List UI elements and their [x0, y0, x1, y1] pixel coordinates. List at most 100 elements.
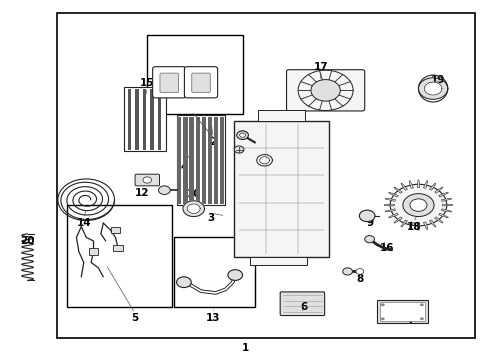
- Text: 7: 7: [408, 315, 415, 325]
- Text: 4: 4: [180, 162, 188, 172]
- Bar: [177, 117, 181, 204]
- Bar: [196, 117, 200, 204]
- Circle shape: [381, 303, 385, 306]
- Polygon shape: [429, 220, 436, 227]
- FancyBboxPatch shape: [153, 67, 186, 98]
- Circle shape: [234, 146, 244, 153]
- FancyBboxPatch shape: [135, 174, 159, 186]
- Polygon shape: [401, 183, 408, 190]
- Polygon shape: [441, 209, 452, 212]
- Polygon shape: [183, 201, 204, 217]
- Circle shape: [390, 184, 447, 226]
- Text: 3: 3: [207, 213, 215, 222]
- Circle shape: [237, 131, 248, 139]
- Bar: [214, 117, 218, 204]
- Polygon shape: [423, 181, 428, 188]
- Polygon shape: [423, 222, 428, 229]
- Polygon shape: [429, 183, 436, 190]
- Bar: [176, 116, 225, 205]
- Text: 15: 15: [140, 78, 154, 88]
- Polygon shape: [389, 192, 398, 197]
- Bar: [124, 87, 166, 151]
- Text: 5: 5: [131, 313, 139, 323]
- Bar: [174, 237, 255, 307]
- FancyBboxPatch shape: [287, 70, 365, 111]
- Bar: [234, 121, 329, 257]
- Bar: [113, 245, 123, 251]
- Polygon shape: [401, 220, 408, 227]
- Circle shape: [176, 277, 191, 288]
- Bar: [258, 110, 305, 121]
- Polygon shape: [409, 222, 414, 229]
- Bar: [190, 117, 194, 204]
- Text: 12: 12: [135, 188, 149, 198]
- Text: 18: 18: [406, 222, 421, 231]
- Bar: [135, 89, 139, 149]
- Polygon shape: [257, 154, 272, 166]
- FancyBboxPatch shape: [184, 67, 218, 98]
- Polygon shape: [435, 217, 443, 223]
- Polygon shape: [417, 180, 420, 188]
- Circle shape: [359, 210, 375, 222]
- Bar: [208, 117, 212, 204]
- Bar: [128, 89, 131, 149]
- Polygon shape: [418, 78, 448, 99]
- Bar: [89, 248, 98, 255]
- Bar: [183, 117, 188, 204]
- Bar: [220, 117, 224, 204]
- Bar: [111, 227, 121, 233]
- Text: 1: 1: [242, 343, 248, 353]
- Circle shape: [403, 194, 434, 217]
- Circle shape: [365, 235, 374, 243]
- Text: 8: 8: [356, 274, 364, 284]
- Polygon shape: [394, 217, 402, 223]
- Bar: [67, 205, 172, 307]
- Polygon shape: [439, 213, 448, 218]
- Text: 11: 11: [250, 144, 265, 154]
- FancyBboxPatch shape: [160, 73, 178, 93]
- Circle shape: [159, 186, 170, 194]
- Circle shape: [420, 303, 424, 306]
- Text: 9: 9: [366, 218, 373, 228]
- Circle shape: [311, 80, 340, 101]
- Text: 13: 13: [206, 313, 220, 323]
- Polygon shape: [409, 181, 414, 188]
- Bar: [150, 89, 154, 149]
- Circle shape: [240, 133, 245, 137]
- Circle shape: [228, 270, 243, 280]
- Bar: [158, 89, 161, 149]
- Text: 10: 10: [187, 189, 201, 199]
- Circle shape: [343, 268, 352, 275]
- Polygon shape: [439, 192, 448, 197]
- FancyBboxPatch shape: [280, 292, 325, 316]
- Bar: [380, 302, 425, 321]
- Bar: [250, 257, 307, 265]
- Text: 16: 16: [379, 243, 394, 253]
- Circle shape: [381, 318, 385, 320]
- Polygon shape: [394, 187, 402, 193]
- Polygon shape: [385, 198, 395, 202]
- Circle shape: [143, 177, 151, 183]
- Text: 17: 17: [314, 62, 328, 72]
- Circle shape: [410, 199, 427, 211]
- Polygon shape: [187, 204, 200, 213]
- Polygon shape: [435, 187, 443, 193]
- Bar: [57, 13, 475, 338]
- Polygon shape: [441, 198, 452, 202]
- Text: 14: 14: [76, 218, 91, 228]
- Text: 6: 6: [300, 302, 307, 312]
- Circle shape: [420, 318, 424, 320]
- Polygon shape: [442, 204, 453, 206]
- Polygon shape: [385, 209, 395, 212]
- Text: 20: 20: [20, 236, 35, 246]
- Text: 19: 19: [431, 75, 445, 85]
- Polygon shape: [260, 157, 270, 164]
- FancyBboxPatch shape: [192, 73, 210, 93]
- Circle shape: [356, 269, 364, 274]
- Bar: [143, 89, 147, 149]
- Text: 2: 2: [210, 138, 217, 147]
- Polygon shape: [389, 213, 398, 218]
- Bar: [147, 35, 243, 114]
- Bar: [202, 117, 206, 204]
- Polygon shape: [417, 223, 420, 230]
